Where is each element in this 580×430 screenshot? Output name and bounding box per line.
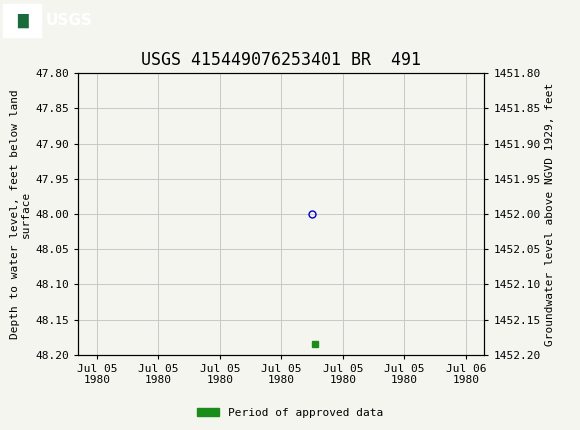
Y-axis label: Groundwater level above NGVD 1929, feet: Groundwater level above NGVD 1929, feet [545,82,554,346]
Bar [3,4,41,37]
Title: USGS 415449076253401 BR  491: USGS 415449076253401 BR 491 [142,51,421,69]
Y-axis label: Depth to water level, feet below land
surface: Depth to water level, feet below land su… [10,89,31,339]
Text: USGS: USGS [45,13,92,28]
Legend: Period of approved data: Period of approved data [193,403,387,422]
Text: █: █ [17,13,27,28]
